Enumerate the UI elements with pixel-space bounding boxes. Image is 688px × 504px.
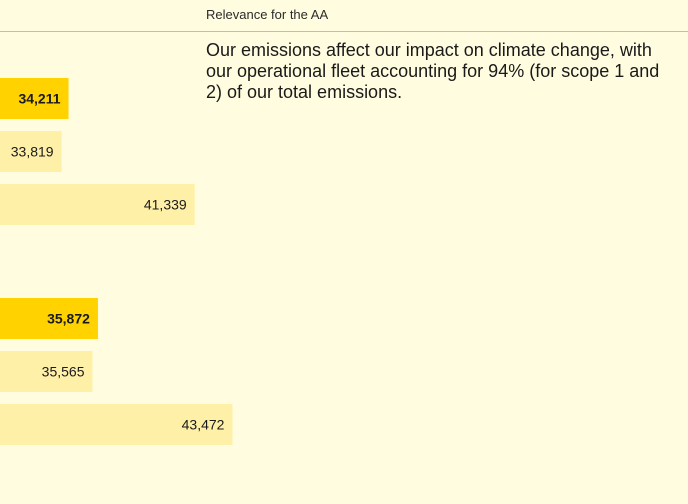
bar-value-label: 43,472: [182, 417, 225, 433]
relevance-heading: Relevance for the AA: [206, 7, 329, 22]
bar-group-1-row-3: [0, 184, 195, 225]
bar-group-2-row-3: [0, 404, 233, 445]
bar-group-2-row-1: [0, 298, 98, 339]
bar-value-label: 35,565: [42, 364, 85, 380]
bar-group-2-row-2: [0, 351, 93, 392]
bar-group-1-row-1: [0, 78, 69, 119]
bar-value-label: 41,339: [144, 197, 187, 213]
bar-value-label: 35,872: [47, 311, 90, 327]
bar-group-1-row-2: [0, 131, 62, 172]
bar-value-label: 33,819: [11, 144, 54, 160]
bar-value-label: 34,211: [18, 91, 60, 107]
header-divider: [0, 31, 688, 32]
relevance-paragraph: Our emissions affect our impact on clima…: [206, 40, 660, 102]
